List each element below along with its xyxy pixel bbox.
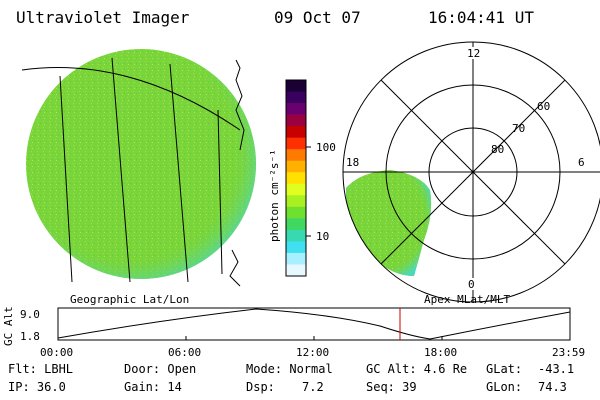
colorbar-segment: [286, 103, 306, 116]
orbit-xtick-0: 00:00: [40, 346, 73, 359]
orbit-ytick-top: 9.0: [20, 308, 40, 321]
glon-label: GLon:: [486, 380, 523, 394]
coastline: [235, 59, 245, 151]
orbit-xtick-1: 06:00: [168, 346, 201, 359]
orbit-xtick-3: 18:00: [424, 346, 457, 359]
colorbar-segment: [286, 183, 306, 196]
orbit-ytick-bottom: 1.8: [20, 330, 40, 343]
seq-status: Seq: 39: [366, 380, 417, 394]
date-label: 09 Oct 07: [274, 8, 361, 27]
coastline-south: [229, 249, 241, 287]
colorbar-segment: [286, 149, 306, 162]
colorbar-segment: [286, 264, 306, 277]
dsp-value: 7.2: [302, 380, 324, 394]
colorbar-unit-label: photon cm⁻²s⁻¹: [268, 149, 281, 242]
colorbar-segment: [286, 114, 306, 127]
mode-status: Mode: Normal: [246, 362, 333, 376]
mlt-label-12: 12: [467, 47, 480, 60]
gain-status: Gain: 14: [124, 380, 182, 394]
colorbar-segment: [286, 80, 306, 93]
image-edge-glow: [26, 49, 256, 279]
glat-label: GLat:: [486, 362, 523, 376]
colorbar-segment: [286, 206, 306, 219]
polar-map: 12 18 6 0 60 70 80: [342, 41, 600, 303]
time-label: 16:04:41 UT: [428, 8, 534, 27]
orbit-ylabel: GC Alt: [2, 306, 15, 346]
polar-grid: [342, 41, 600, 303]
left-map-caption: Geographic Lat/Lon: [70, 293, 189, 306]
gc-alt-status: GC Alt: 4.6 Re: [366, 362, 468, 376]
mlat-label-70: 70: [512, 122, 525, 135]
instrument-title: Ultraviolet Imager: [16, 8, 190, 27]
altitude-curve: [57, 308, 571, 340]
mlat-label-60: 60: [537, 100, 550, 113]
colorbar: [285, 79, 311, 277]
colorbar-segment: [286, 229, 306, 243]
filter-status: Flt: LBHL: [8, 362, 74, 376]
orbit-xtick-4: 23:59: [552, 346, 585, 359]
orbit-xticks: [185, 336, 443, 340]
colorbar-segment: [286, 160, 306, 173]
colorbar-tick-10: 10: [316, 230, 329, 243]
colorbar-frame: [285, 79, 307, 277]
colorbar-segment: [286, 172, 306, 185]
colorbar-segment: [286, 218, 306, 231]
mlt-label-6: 6: [578, 156, 585, 169]
mlt-label-18: 18: [346, 156, 359, 169]
mlt-label-0: 0: [468, 278, 475, 291]
dsp-label: Dsp:: [246, 380, 275, 394]
glat-value: -43.1: [538, 362, 575, 376]
colorbar-segment: [286, 126, 306, 139]
right-map-caption: Apex MLat/MLT: [424, 293, 510, 306]
colorbar-segment: [286, 137, 306, 150]
colorbar-segment: [286, 195, 306, 208]
orbit-altitude-plot: 9.0 1.8 GC Alt 00:00 06:00 12:00 18:00 2…: [2, 306, 585, 359]
lat-lon-grid: [21, 57, 241, 283]
geographic-map: [21, 49, 256, 287]
colorbar-segment: [286, 241, 306, 254]
door-status: Door: Open: [124, 362, 197, 376]
orbit-plot-frame: [57, 307, 571, 341]
colorbar-tick-100: 100: [316, 141, 336, 154]
colorbar-segment: [286, 91, 306, 104]
orbit-xtick-2: 12:00: [296, 346, 329, 359]
mlat-label-80: 80: [491, 143, 504, 156]
colorbar-segment: [286, 252, 306, 266]
ip-status: IP: 36.0: [8, 380, 66, 394]
glon-value: 74.3: [538, 380, 567, 394]
